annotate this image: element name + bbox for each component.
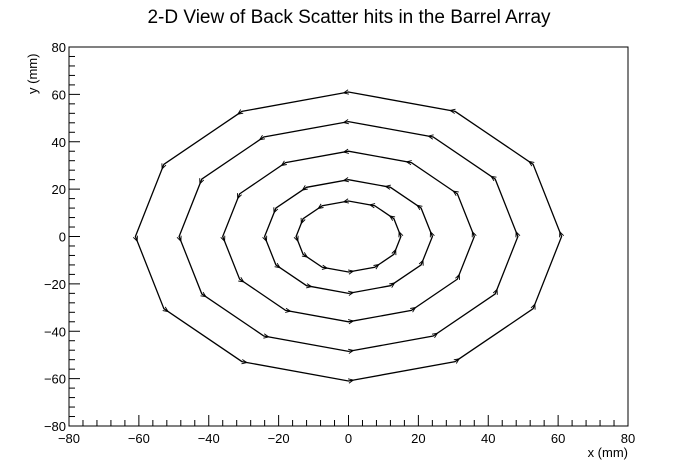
hit-marker — [398, 230, 404, 238]
hit-marker — [490, 175, 497, 182]
hit-marker — [285, 307, 292, 313]
x-tick-label: 60 — [551, 431, 565, 446]
hit-marker — [347, 348, 355, 354]
hit-marker — [530, 303, 536, 310]
x-tick-label: −20 — [268, 431, 290, 446]
ring-2 — [178, 120, 519, 353]
plot-area — [132, 89, 565, 384]
hit-marker — [342, 148, 350, 154]
hit-marker — [273, 207, 279, 214]
y-tick-label: −60 — [44, 372, 66, 387]
hit-marker — [431, 332, 439, 339]
hit-marker — [262, 235, 268, 243]
plot-frame — [68, 46, 629, 427]
hit-marker — [237, 193, 242, 200]
hit-marker — [348, 269, 355, 275]
y-tick-label: −20 — [44, 277, 66, 292]
hit-marker — [200, 291, 207, 298]
ring-3 — [222, 150, 475, 323]
hit-marker — [300, 217, 306, 225]
y-tick-label: 20 — [52, 182, 66, 197]
chart-title: 2-D View of Back Scatter hits in the Bar… — [147, 7, 551, 28]
hit-marker — [176, 235, 182, 243]
hit-marker — [559, 230, 565, 238]
ring-4 — [263, 179, 434, 295]
hit-marker — [384, 184, 391, 190]
y-tick-label: 40 — [52, 135, 66, 150]
hit-marker — [427, 134, 434, 140]
hit-marker — [342, 89, 350, 95]
y-tick-label: 0 — [59, 230, 66, 245]
ring-1 — [134, 91, 563, 382]
hit-marker — [391, 248, 397, 256]
hit-marker — [418, 259, 424, 266]
x-tick-label: −60 — [128, 431, 150, 446]
hit-marker — [492, 288, 498, 295]
hit-marker — [453, 358, 461, 364]
hit-marker — [452, 190, 459, 196]
hit-marker — [132, 235, 138, 243]
hit-marker — [389, 282, 396, 288]
x-tick-label: 0 — [345, 431, 352, 446]
hit-marker — [515, 230, 521, 238]
hit-marker — [410, 306, 417, 313]
hit-marker — [347, 290, 355, 296]
hit-marker — [347, 319, 355, 325]
hit-marker — [368, 203, 376, 209]
hit-marker — [471, 230, 477, 238]
hit-marker — [280, 160, 287, 167]
hit-marker — [388, 215, 396, 221]
hit-marker — [162, 306, 170, 313]
y-tick-label: 60 — [52, 87, 66, 102]
x-tick-label: 40 — [481, 431, 495, 446]
ring-5 — [295, 200, 402, 273]
hit-marker — [301, 185, 308, 191]
x-tick-label: 20 — [411, 431, 425, 446]
hit-marker — [199, 178, 205, 185]
hit-marker — [236, 109, 244, 115]
hit-marker — [342, 119, 350, 125]
hit-marker — [455, 273, 460, 280]
x-tick-label: 80 — [621, 431, 635, 446]
hit-marker — [448, 108, 456, 114]
hit-marker — [238, 277, 245, 283]
x-tick-label: −80 — [58, 431, 80, 446]
y-tick-label: −80 — [44, 419, 66, 434]
hit-marker — [347, 378, 355, 384]
hit-marker — [321, 264, 329, 270]
hit-marker — [263, 333, 270, 339]
hit-marker — [405, 160, 412, 166]
hit-marker — [429, 230, 435, 238]
hit-marker — [342, 177, 350, 183]
hit-marker — [527, 160, 535, 167]
hit-marker — [241, 359, 249, 365]
hit-marker — [220, 235, 226, 243]
hit-marker — [161, 163, 167, 170]
hit-marker — [258, 134, 266, 141]
hit-marker — [317, 203, 324, 210]
hit-marker — [416, 204, 423, 211]
hit-marker — [274, 262, 281, 269]
hit-marker — [301, 252, 309, 258]
y-axis-title: y (mm) — [25, 54, 40, 94]
x-axis-title: x (mm) — [588, 445, 628, 460]
hit-marker — [293, 235, 299, 243]
hit-marker — [342, 198, 349, 204]
y-tick-label: −40 — [44, 324, 66, 339]
x-tick-label: −40 — [198, 431, 220, 446]
axes: −80 −60 −40 −20 0 20 40 60 80 −80 −60 −40 −20 0 20 40 60… — [44, 40, 635, 446]
y-tick-label: 80 — [52, 40, 66, 55]
hit-marker — [373, 263, 380, 270]
hit-marker — [306, 283, 313, 289]
